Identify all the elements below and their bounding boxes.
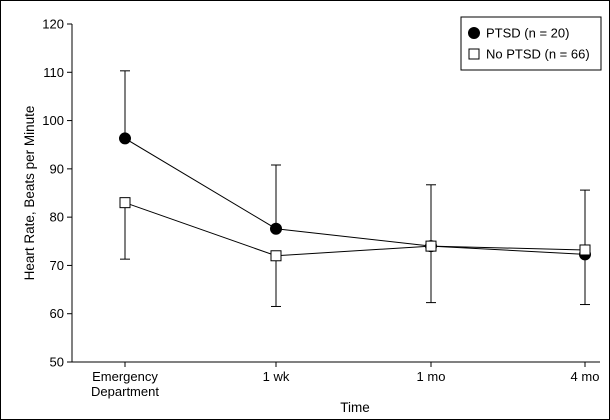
y-tick-label: 100 xyxy=(42,113,64,128)
y-tick-label: 110 xyxy=(43,65,64,80)
data-point-no-ptsd xyxy=(425,240,437,252)
series-line-no-ptsd xyxy=(124,202,586,257)
x-tick-label: Emergency xyxy=(92,369,158,384)
x-tick-label: 1 mo xyxy=(417,369,446,384)
y-axis-title: Heart Rate, Beats per Minute xyxy=(22,106,37,281)
data-point-ptsd xyxy=(119,132,131,145)
x-axis-title: Time xyxy=(340,400,370,415)
x-tick-label: Department xyxy=(91,384,159,399)
legend-box xyxy=(460,16,602,71)
data-point-ptsd xyxy=(270,222,282,235)
x-tick-label: 4 mo xyxy=(571,369,600,384)
y-tick-label: 60 xyxy=(50,306,64,321)
data-point-no-ptsd xyxy=(270,250,282,262)
legend-entry-no-ptsd: No PTSD (n = 66) xyxy=(486,47,590,62)
legend-marker-ptsd xyxy=(468,27,480,39)
y-tick-label: 50 xyxy=(50,355,64,370)
series-line-ptsd xyxy=(124,138,586,255)
data-point-no-ptsd xyxy=(119,197,131,209)
legend-entry-ptsd: PTSD (n = 20) xyxy=(486,26,569,41)
legend: PTSD (n = 20) No PTSD (n = 66) xyxy=(460,16,602,71)
y-tick-label: 90 xyxy=(50,161,64,176)
x-tick-label: 1 wk xyxy=(263,369,290,384)
y-tick-label: 70 xyxy=(50,258,64,273)
y-tick-label: 80 xyxy=(50,210,64,225)
y-tick-label: 120 xyxy=(42,17,64,32)
data-point-no-ptsd xyxy=(579,244,591,256)
legend-marker-no-ptsd xyxy=(468,48,480,60)
